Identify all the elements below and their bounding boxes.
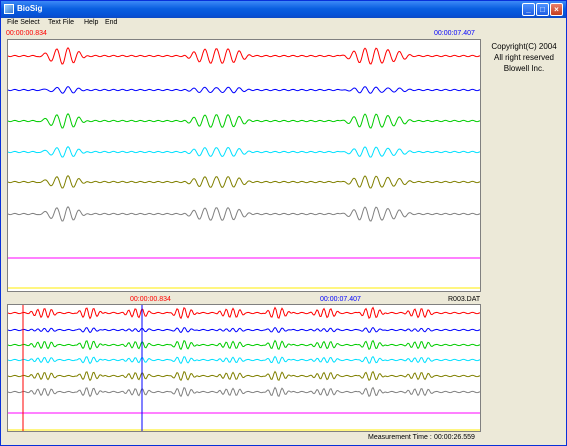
company-line: Blowell Inc. bbox=[503, 64, 545, 73]
measurement-time-label: Measurement Time : bbox=[368, 434, 432, 441]
lower-trace-1 bbox=[8, 306, 480, 320]
lower-overview-panel[interactable]: 00:00:00.834 00:00:07.407 R003.DAT bbox=[7, 296, 481, 432]
lower-trace-2 bbox=[8, 326, 480, 334]
measurement-time-value: 00:00:26.559 bbox=[434, 434, 475, 441]
file-name: R003.DAT bbox=[448, 296, 481, 303]
menu-help[interactable]: Help bbox=[84, 19, 99, 26]
upper-trace-3 bbox=[8, 113, 480, 129]
app-icon bbox=[4, 4, 14, 14]
lower-trace-5 bbox=[8, 370, 480, 382]
rights-line: All right reserved bbox=[493, 53, 555, 62]
close-button[interactable]: × bbox=[550, 3, 563, 16]
title-bar[interactable]: BioSig _ □ × bbox=[1, 1, 566, 18]
maximize-button[interactable]: □ bbox=[536, 3, 549, 16]
lower-trace-6 bbox=[8, 386, 480, 398]
lower-start-time: 00:00:00.834 bbox=[130, 296, 171, 303]
upper-waveform-chart bbox=[8, 46, 480, 289]
upper-waveform-panel[interactable] bbox=[7, 39, 481, 292]
lower-overview-chart bbox=[8, 305, 480, 431]
upper-start-time: 00:00:00.834 bbox=[6, 30, 47, 37]
menu-text-file[interactable]: Text File bbox=[48, 19, 75, 26]
upper-trace-1 bbox=[8, 46, 480, 65]
lower-trace-3 bbox=[8, 339, 480, 351]
menu-bar: File Select Text File Help End bbox=[2, 18, 565, 29]
lower-end-time: 00:00:07.407 bbox=[320, 296, 361, 303]
copyright-line: Copyright(C) 2004 bbox=[491, 42, 557, 51]
copyright-block: Copyright(C) 2004 All right reserved Blo… bbox=[483, 41, 565, 74]
window-title: BioSig bbox=[17, 4, 43, 13]
upper-trace-2 bbox=[8, 86, 480, 94]
minimize-button[interactable]: _ bbox=[522, 3, 535, 16]
menu-end[interactable]: End bbox=[105, 19, 118, 26]
upper-end-time: 00:00:07.407 bbox=[434, 30, 475, 37]
lower-trace-4 bbox=[8, 355, 480, 365]
upper-trace-4 bbox=[8, 146, 480, 158]
upper-trace-6 bbox=[8, 206, 480, 222]
upper-trace-5 bbox=[8, 174, 480, 189]
menu-file-select[interactable]: File Select bbox=[7, 19, 40, 26]
